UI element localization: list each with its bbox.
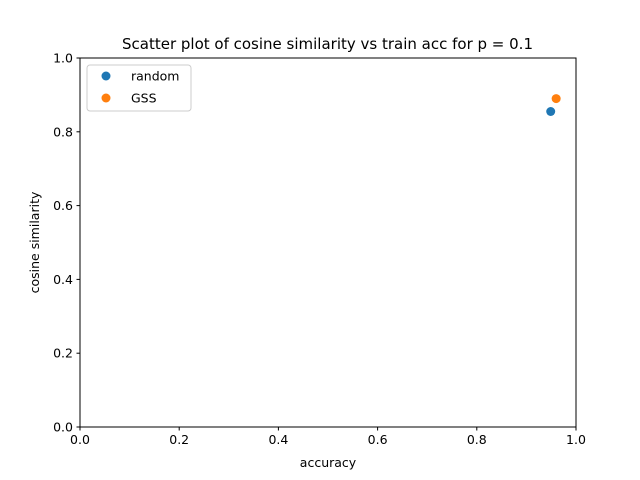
y-axis-label: cosine similarity (27, 191, 42, 293)
legend-marker-gss (101, 93, 111, 103)
x-axis-label: accuracy (300, 455, 357, 470)
y-tick-label: 0.2 (53, 346, 73, 361)
scatter-point-gss (551, 94, 561, 104)
x-tick-label: 1.0 (566, 432, 586, 447)
legend-marker-random (101, 71, 111, 81)
y-tick-label: 0.8 (53, 124, 73, 139)
legend-items: random GSS (101, 69, 179, 106)
x-tick-label: 0.0 (70, 432, 90, 447)
axis-ticks: 0.0 0.2 0.4 0.6 0.8 1.0 0.0 0.2 0.4 0.6 0.8 1.0 (53, 51, 586, 448)
legend-label-random: random (131, 69, 179, 84)
chart-title: Scatter plot of cosine similarity vs tra… (122, 35, 533, 53)
y-tick-label: 1.0 (53, 51, 73, 66)
legend-label-gss: GSS (131, 91, 157, 106)
data-points (546, 94, 561, 117)
x-tick-label: 0.8 (467, 432, 487, 447)
scatter-point-random (546, 107, 556, 117)
y-tick-label: 0.6 (53, 198, 73, 213)
x-tick-label: 0.4 (268, 432, 288, 447)
x-tick-label: 0.2 (169, 432, 189, 447)
y-tick-label: 0.0 (53, 420, 73, 435)
legend: random GSS (86, 64, 192, 112)
legend-box (86, 64, 192, 112)
plot-frame (79, 57, 577, 428)
x-tick-label: 0.6 (368, 432, 388, 447)
y-tick-label: 0.4 (53, 272, 73, 287)
